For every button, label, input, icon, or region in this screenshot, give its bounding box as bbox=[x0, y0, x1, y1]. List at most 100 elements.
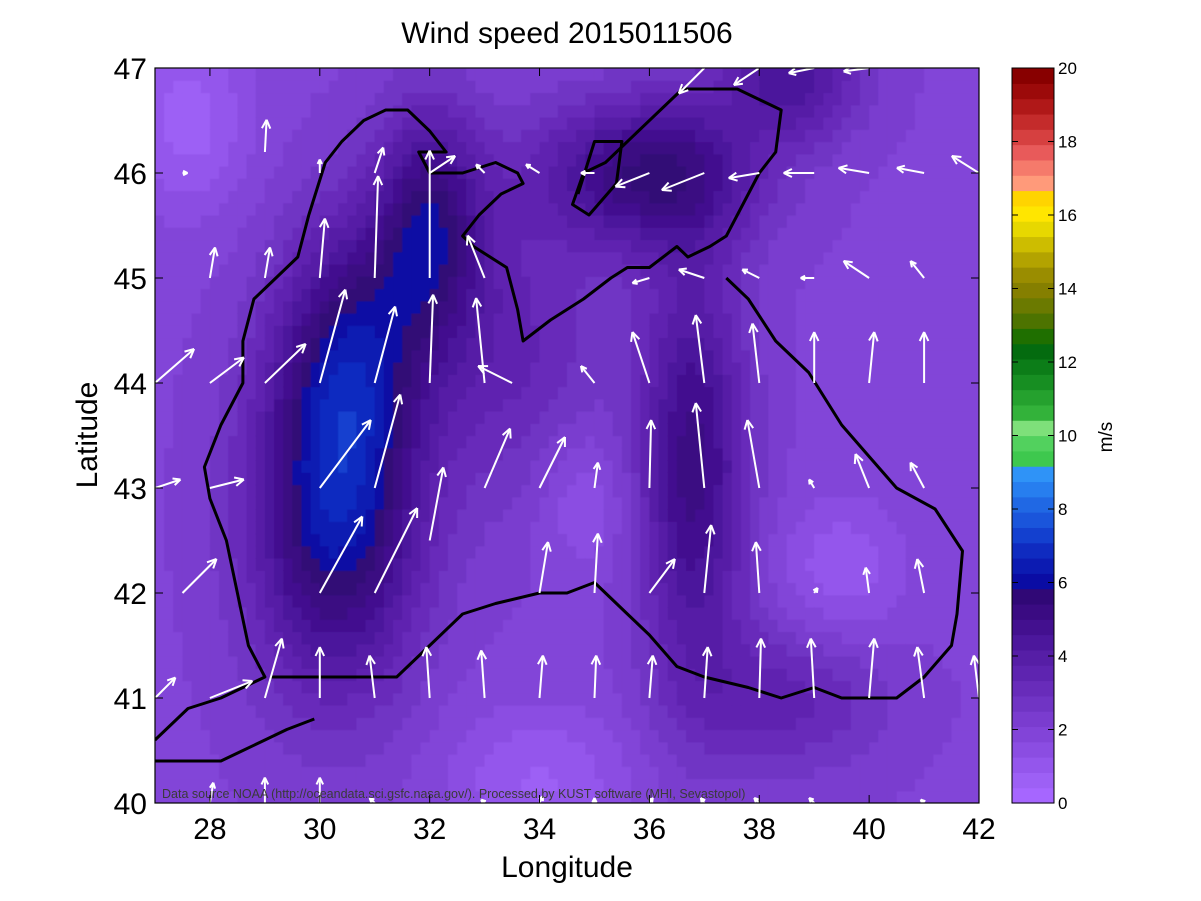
speed-cell bbox=[676, 362, 687, 375]
speed-cell bbox=[704, 717, 715, 731]
speed-cell bbox=[548, 705, 559, 718]
speed-cell bbox=[667, 692, 678, 706]
speed-cell bbox=[365, 619, 376, 633]
speed-cell bbox=[182, 190, 193, 204]
speed-cell bbox=[795, 129, 806, 143]
speed-cell bbox=[155, 288, 165, 302]
speed-cell bbox=[447, 607, 458, 620]
speed-cell bbox=[164, 178, 174, 192]
speed-cell bbox=[539, 337, 550, 351]
speed-cell bbox=[393, 80, 403, 94]
speed-cell bbox=[292, 496, 303, 510]
speed-cell bbox=[402, 790, 412, 803]
speed-cell bbox=[457, 227, 467, 241]
speed-cell bbox=[878, 80, 889, 94]
speed-cell bbox=[255, 215, 266, 228]
speed-cell bbox=[402, 166, 412, 179]
speed-cell bbox=[759, 705, 770, 718]
speed-cell bbox=[640, 68, 650, 81]
speed-cell bbox=[356, 129, 367, 143]
speed-cell bbox=[823, 92, 834, 106]
speed-cell bbox=[374, 264, 385, 277]
speed-cell bbox=[264, 545, 275, 559]
speed-cell bbox=[182, 729, 193, 743]
speed-cell bbox=[411, 778, 422, 792]
speed-cell bbox=[859, 104, 870, 118]
speed-cell bbox=[237, 398, 248, 412]
speed-cell bbox=[310, 386, 321, 400]
speed-cell bbox=[576, 92, 586, 106]
speed-cell bbox=[603, 484, 614, 498]
speed-cell bbox=[768, 153, 779, 167]
speed-cell bbox=[475, 619, 486, 633]
speed-cell bbox=[731, 337, 742, 351]
speed-cell bbox=[850, 484, 861, 498]
speed-cell bbox=[466, 313, 477, 326]
speed-cell bbox=[521, 484, 531, 498]
speed-cell bbox=[603, 754, 614, 767]
speed-cell bbox=[219, 668, 229, 682]
speed-cell bbox=[347, 239, 358, 253]
speed-cell bbox=[658, 313, 669, 326]
speed-cell bbox=[567, 104, 577, 118]
speed-cell bbox=[411, 215, 422, 228]
speed-cell bbox=[383, 251, 394, 265]
speed-cell bbox=[228, 227, 238, 241]
speed-cell bbox=[283, 754, 293, 767]
speed-cell bbox=[631, 239, 641, 253]
speed-cell bbox=[750, 104, 760, 118]
speed-cell bbox=[328, 251, 339, 265]
speed-cell bbox=[914, 729, 925, 743]
speed-cell bbox=[255, 227, 266, 241]
speed-cell bbox=[255, 166, 266, 179]
speed-cell bbox=[658, 533, 669, 547]
speed-cell bbox=[621, 729, 632, 743]
speed-cell bbox=[493, 509, 504, 522]
speed-cell bbox=[805, 190, 815, 204]
speed-cell bbox=[731, 729, 742, 743]
speed-cell bbox=[777, 374, 788, 388]
speed-cell bbox=[631, 778, 641, 792]
speed-cell bbox=[328, 447, 339, 461]
speed-cell bbox=[557, 705, 568, 718]
speed-cell bbox=[859, 386, 870, 400]
speed-cell bbox=[640, 423, 650, 437]
speed-cell bbox=[686, 607, 696, 620]
speed-cell bbox=[548, 117, 559, 130]
speed-cell bbox=[173, 668, 184, 682]
speed-cell bbox=[393, 141, 403, 155]
speed-cell bbox=[521, 558, 531, 571]
speed-cell bbox=[713, 533, 724, 547]
speed-cell bbox=[914, 766, 925, 780]
speed-cell bbox=[393, 178, 403, 192]
speed-cell bbox=[237, 386, 248, 400]
speed-cell bbox=[200, 607, 211, 620]
speed-cell bbox=[219, 288, 229, 302]
speed-cell bbox=[594, 472, 605, 486]
speed-cell bbox=[429, 705, 440, 718]
speed-cell bbox=[502, 680, 513, 694]
speed-cell bbox=[539, 680, 550, 694]
speed-cell bbox=[805, 509, 815, 522]
speed-cell bbox=[667, 570, 678, 584]
speed-cell bbox=[576, 264, 586, 277]
speed-cell bbox=[502, 521, 513, 535]
speed-cell bbox=[521, 153, 531, 167]
speed-cell bbox=[164, 558, 174, 571]
speed-cell bbox=[823, 607, 834, 620]
speed-cell bbox=[823, 374, 834, 388]
speed-cell bbox=[594, 288, 605, 302]
speed-cell bbox=[713, 558, 724, 571]
speed-cell bbox=[832, 362, 843, 375]
speed-cell bbox=[704, 374, 715, 388]
speed-cell bbox=[374, 313, 385, 326]
speed-cell bbox=[328, 607, 339, 620]
speed-cell bbox=[493, 668, 504, 682]
speed-cell bbox=[347, 607, 358, 620]
speed-cell bbox=[356, 190, 367, 204]
speed-cell bbox=[530, 729, 541, 743]
speed-cell bbox=[585, 460, 596, 473]
speed-cell bbox=[182, 215, 193, 228]
speed-cell bbox=[686, 337, 696, 351]
speed-cell bbox=[603, 766, 614, 780]
